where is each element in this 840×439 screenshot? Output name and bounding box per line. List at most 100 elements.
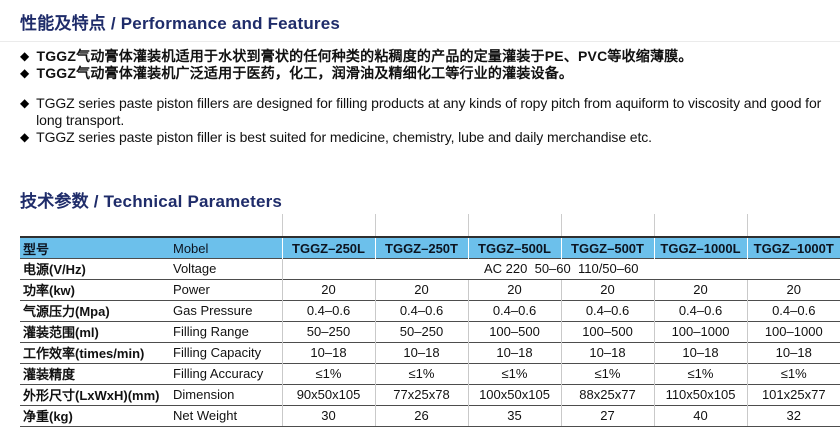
- model-column-header: TGGZ–1000T: [746, 237, 840, 259]
- list-item: ◆ TGGZ气动膏体灌装机广泛适用于医药，化工，润滑油及精细化工等行业的灌装设备…: [20, 65, 828, 82]
- row-label-en: Filling Range: [170, 320, 282, 343]
- cell-value: 35: [467, 404, 561, 427]
- cell-value: ≤1%: [281, 362, 375, 385]
- cn-feature-text: TGGZ气动膏体灌装机广泛适用于医药，化工，润滑油及精细化工等行业的灌装设备。: [36, 64, 574, 81]
- cell-value: 10–18: [374, 341, 468, 364]
- table-header-row: 型号 Mobel TGGZ–250L TGGZ–250T TGGZ–500L T…: [20, 237, 840, 259]
- row-label-cn: 净重(kg): [20, 404, 170, 427]
- table-row-filling-capacity: 工作效率(times/min) Filling Capacity 10–18 1…: [20, 341, 840, 364]
- row-label-cn: 外形尺寸(LxWxH)(mm): [20, 383, 170, 406]
- cell-value: 0.4–0.6: [281, 299, 375, 322]
- cell-value: 30: [281, 404, 375, 427]
- cell-value: 50–250: [281, 320, 375, 343]
- cell-value: 20: [560, 278, 654, 301]
- cell-value: 0.4–0.6: [560, 299, 654, 322]
- row-label-cn: 功率(kw): [20, 278, 170, 301]
- cell-value: 0.4–0.6: [467, 299, 561, 322]
- row-label-en: Filling Capacity: [170, 341, 282, 364]
- cell-value: 20: [653, 278, 747, 301]
- cell-value: 0.4–0.6: [746, 299, 840, 322]
- cn-feature-text: TGGZ气动膏体灌装机适用于水状到膏状的任何种类的粘稠度的产品的定量灌装于PE、…: [36, 48, 693, 64]
- cell-value: 26: [374, 404, 468, 427]
- cell-value: ≤1%: [560, 362, 654, 385]
- cell-value: 90x50x105: [281, 383, 375, 406]
- row-label-en: Power: [170, 278, 282, 301]
- model-column-header: TGGZ–500T: [560, 237, 654, 259]
- row-label-cn: 电源(V/Hz): [20, 257, 170, 280]
- column-tick-marks: [20, 212, 840, 237]
- table-row-dimension: 外形尺寸(LxWxH)(mm) Dimension 90x50x105 77x2…: [20, 383, 840, 406]
- column-tick: [281, 214, 283, 237]
- cell-value: 77x25x78: [374, 383, 468, 406]
- cell-value: 20: [281, 278, 375, 301]
- row-label-cn: 气源压力(Mpa): [20, 299, 170, 322]
- list-item: ◆ TGGZ series paste piston filler is bes…: [20, 129, 828, 146]
- cell-value: 10–18: [467, 341, 561, 364]
- performance-section: 性能及特点 / Performance and Features ◆ TGGZ气…: [0, 9, 840, 145]
- cell-value: 50–250: [374, 320, 468, 343]
- performance-section-title: 性能及特点 / Performance and Features: [20, 14, 341, 33]
- table-row-filling-accuracy: 灌装精度 Filling Accuracy ≤1% ≤1% ≤1% ≤1% ≤1…: [20, 362, 840, 385]
- model-column-header: TGGZ–500L: [467, 237, 561, 259]
- cell-value: 27: [560, 404, 654, 427]
- cell-value: 101x25x77: [746, 383, 840, 406]
- cn-feature-list: ◆ TGGZ气动膏体灌装机适用于水状到膏状的任何种类的粘稠度的产品的定量灌装于P…: [20, 48, 840, 81]
- column-tick: [654, 214, 656, 237]
- column-tick: [747, 214, 748, 237]
- en-feature-list: ◆ TGGZ series paste piston fillers are d…: [20, 95, 840, 145]
- model-column-header: TGGZ–250T: [374, 237, 468, 259]
- cell-value: 0.4–0.6: [653, 299, 747, 322]
- cell-value: ≤1%: [467, 362, 561, 385]
- table-row-power: 功率(kw) Power 20 20 20 20 20 20: [20, 278, 840, 301]
- cell-value: 100–500: [560, 320, 654, 343]
- technical-section-title: 技术参数 / Technical Parameters: [20, 192, 283, 212]
- cell-value: 10–18: [653, 341, 747, 364]
- cell-value: 88x25x77: [560, 383, 654, 406]
- row-label-en: Filling Accuracy: [170, 362, 282, 385]
- cell-value: 10–18: [746, 341, 840, 364]
- cell-value: 100x50x105: [467, 383, 561, 406]
- cell-value: 10–18: [560, 341, 654, 364]
- cell-value: 100–1000: [746, 320, 840, 343]
- table-row-net-weight: 净重(kg) Net Weight 30 26 35 27 40 32: [20, 404, 840, 427]
- section-divider: [0, 41, 840, 42]
- cell-value: 100–500: [467, 320, 561, 343]
- cell-value: 20: [467, 278, 561, 301]
- diamond-bullet-icon: ◆: [20, 129, 30, 144]
- row-label-cn: 工作效率(times/min): [20, 341, 170, 364]
- cell-value: 0.4–0.6: [374, 299, 468, 322]
- table-row-filling-range: 灌装范围(ml) Filling Range 50–250 50–250 100…: [20, 320, 840, 343]
- voltage-merged-value: AC 220 50–60 110/50–60: [281, 257, 840, 280]
- cell-value: 20: [374, 278, 468, 301]
- technical-parameters-table: 型号 Mobel TGGZ–250L TGGZ–250T TGGZ–500L T…: [20, 236, 840, 427]
- en-feature-text: TGGZ series paste piston filler is best …: [36, 128, 652, 145]
- table-row-gas-pressure: 气源压力(Mpa) Gas Pressure 0.4–0.6 0.4–0.6 0…: [20, 299, 840, 322]
- cell-value: 110x50x105: [653, 383, 747, 406]
- diamond-bullet-icon: ◆: [20, 65, 30, 80]
- row-label-cn: 灌装范围(ml): [20, 320, 170, 343]
- cell-value: 32: [746, 404, 840, 427]
- cell-value: 100–1000: [653, 320, 747, 343]
- diamond-bullet-icon: ◆: [20, 96, 30, 110]
- cell-value: 10–18: [281, 341, 375, 364]
- list-item: ◆ TGGZ气动膏体灌装机适用于水状到膏状的任何种类的粘稠度的产品的定量灌装于P…: [20, 48, 828, 65]
- row-label-en: Dimension: [170, 383, 282, 406]
- cell-value: ≤1%: [374, 362, 468, 385]
- en-feature-text: TGGZ series paste piston fillers are des…: [36, 95, 822, 128]
- model-column-header: TGGZ–250L: [281, 237, 375, 259]
- cell-value: 20: [746, 278, 840, 301]
- column-tick: [467, 214, 469, 237]
- list-item: ◆ TGGZ series paste piston fillers are d…: [20, 95, 828, 129]
- technical-parameters-section: 技术参数 / Technical Parameters 型号 Mobel TGG…: [20, 187, 840, 427]
- header-label-en: Mobel: [170, 237, 282, 259]
- header-label-cn: 型号: [20, 237, 170, 259]
- cell-value: 40: [653, 404, 747, 427]
- column-tick: [374, 214, 376, 237]
- cell-value: ≤1%: [746, 362, 840, 385]
- model-column-header: TGGZ–1000L: [653, 237, 747, 259]
- row-label-en: Voltage: [170, 257, 282, 280]
- diamond-bullet-icon: ◆: [20, 49, 30, 63]
- row-label-cn: 灌装精度: [20, 362, 170, 385]
- column-tick: [561, 214, 563, 237]
